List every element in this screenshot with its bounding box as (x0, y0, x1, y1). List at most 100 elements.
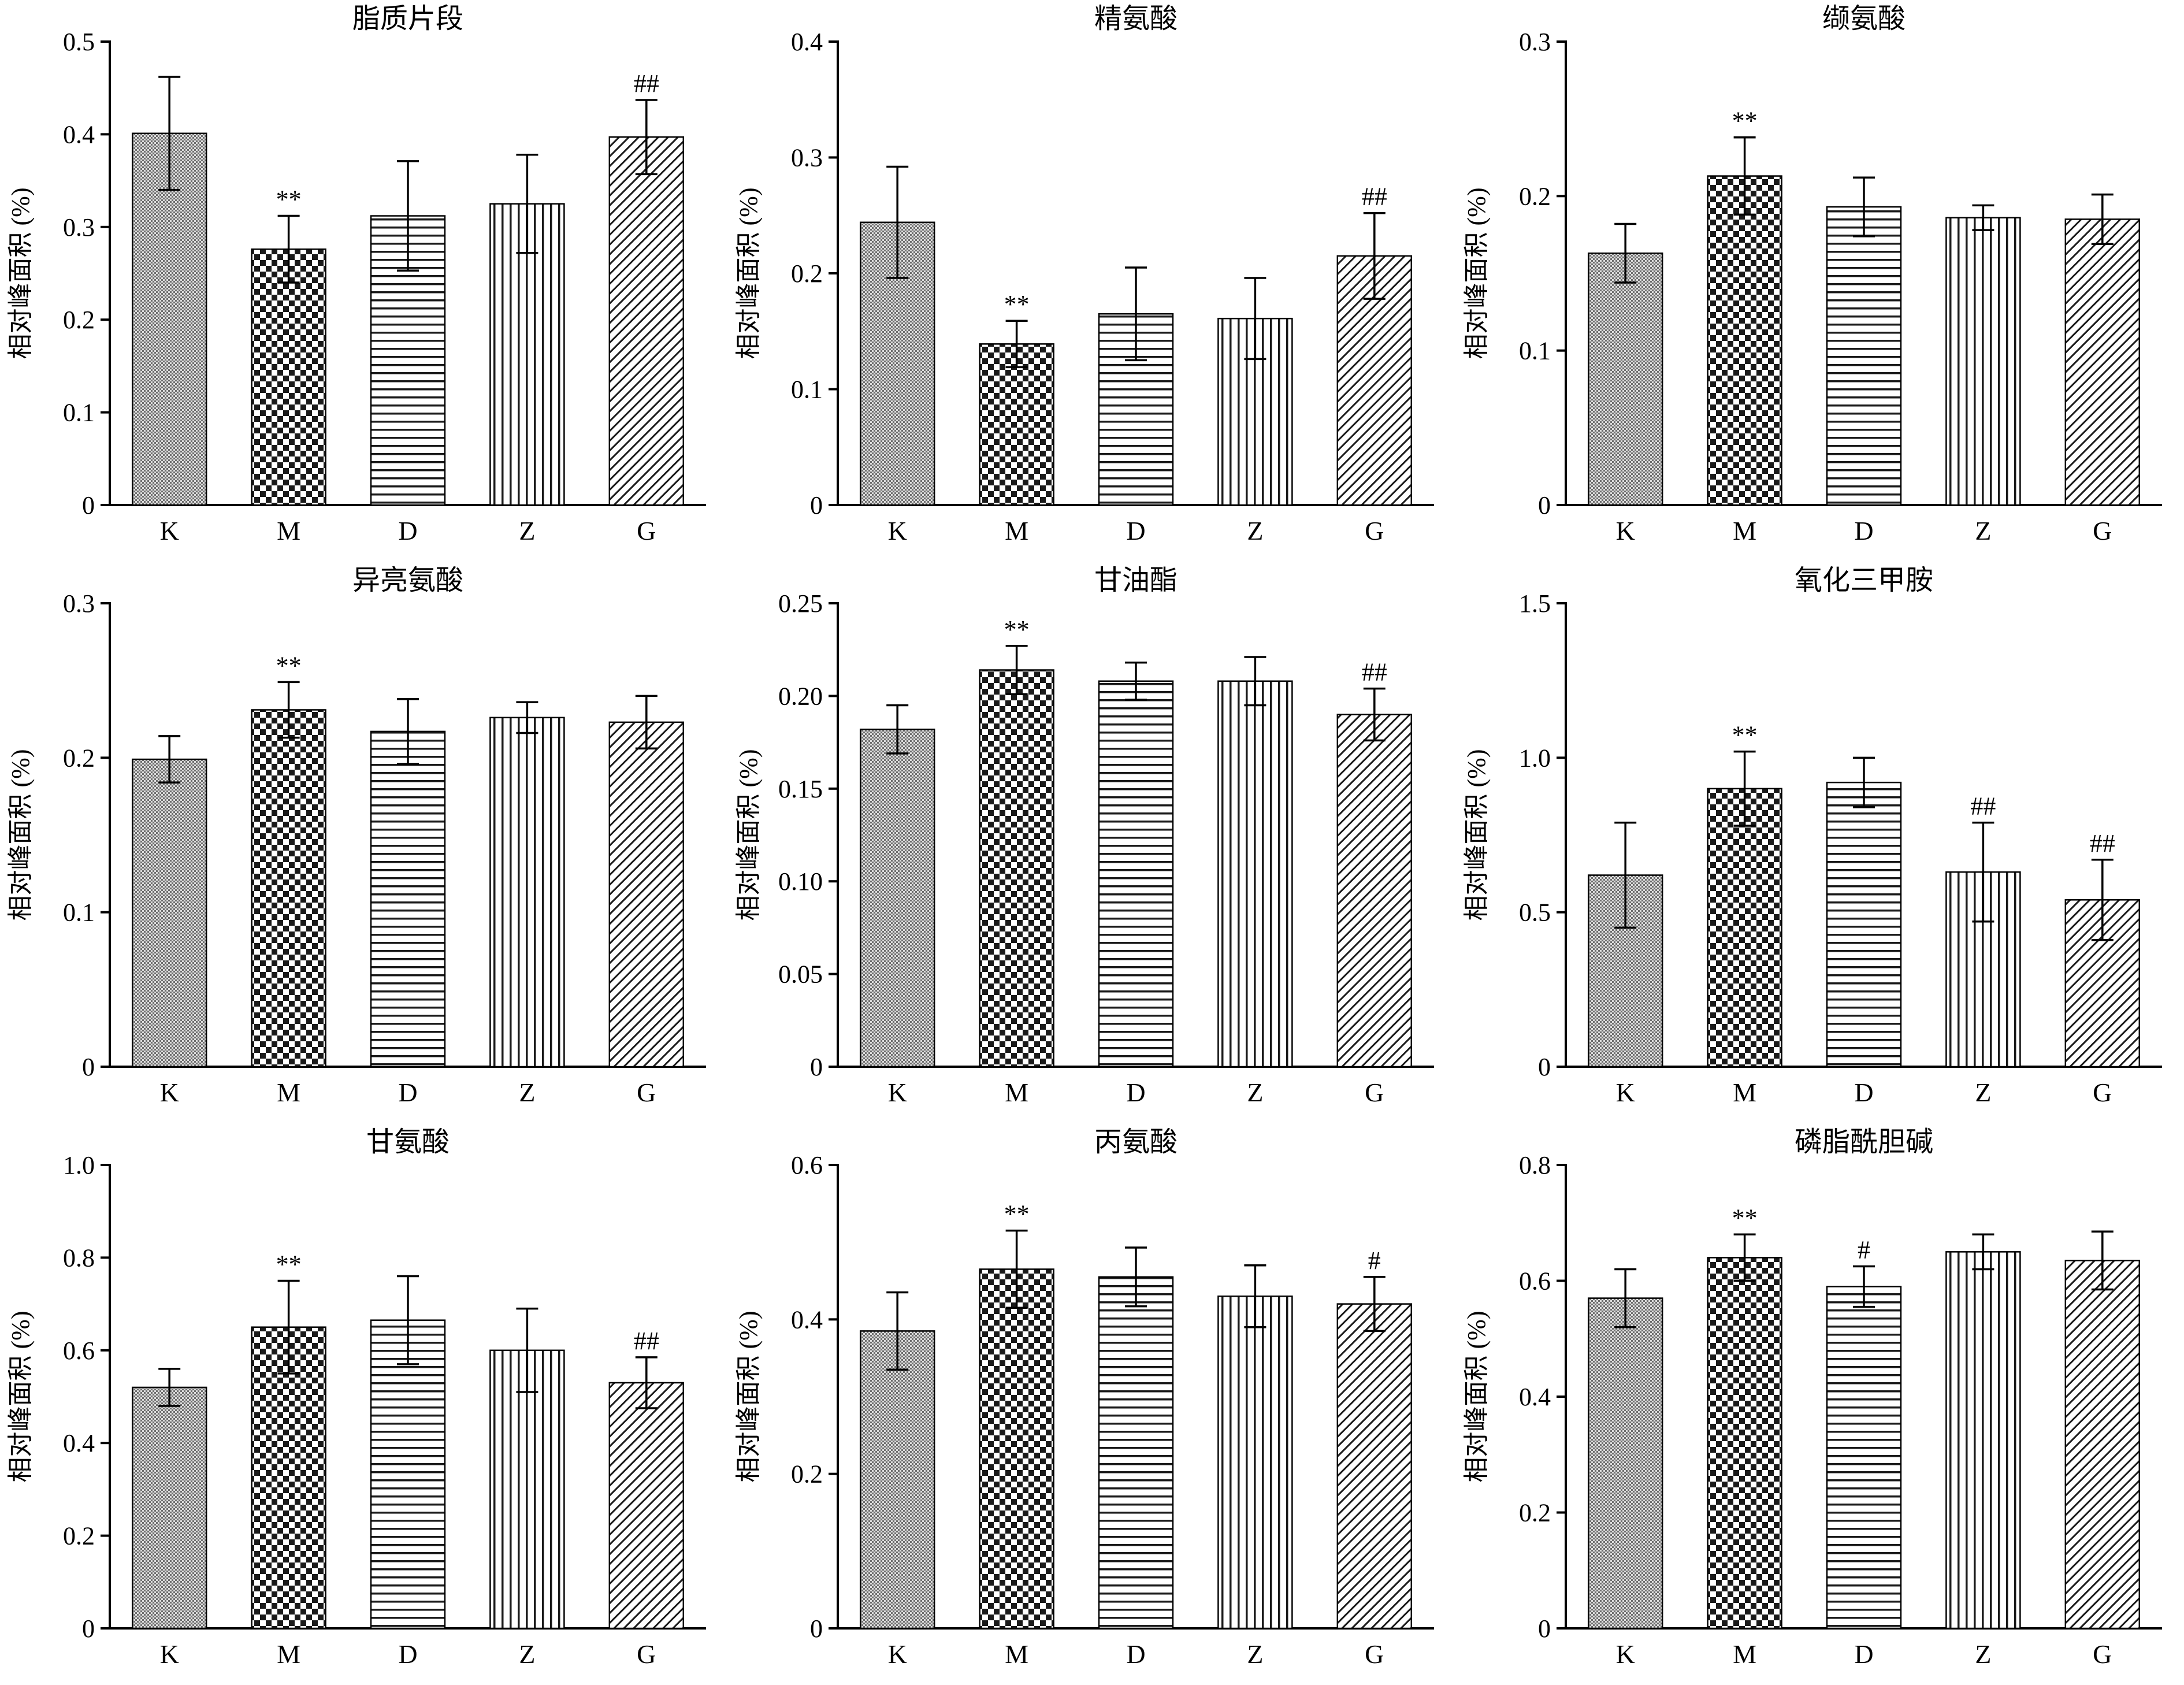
x-tick-label: D (1126, 1639, 1145, 1669)
y-tick-label: 0.2 (63, 306, 95, 334)
y-tick-label: 0.4 (63, 1429, 95, 1457)
significance-marker: ** (1004, 615, 1030, 644)
x-tick-label: D (1854, 1639, 1873, 1669)
y-tick-label: 0.15 (778, 775, 823, 803)
y-tick-label: 0.8 (63, 1244, 95, 1272)
significance-marker: ## (634, 1327, 659, 1355)
x-tick-label: M (277, 1639, 300, 1669)
bar (1945, 217, 2021, 506)
y-tick-label: 0.3 (1519, 28, 1551, 56)
x-tick-label: Z (519, 1078, 535, 1107)
significance-marker: ** (276, 1250, 302, 1279)
y-tick-label: 0.20 (778, 682, 823, 710)
bar (1336, 1303, 1413, 1630)
significance-marker: ** (1732, 107, 1758, 135)
y-tick-label: 0 (1538, 491, 1551, 519)
y-tick-label: 0.25 (778, 589, 823, 618)
significance-marker: ** (276, 651, 302, 680)
y-tick-label: 0.2 (63, 744, 95, 772)
bar (1707, 788, 1782, 1068)
y-tick-label: 0.2 (791, 259, 823, 288)
bar (251, 1326, 326, 1630)
y-tick-label: 0.1 (63, 399, 95, 427)
y-tick-label: 0.3 (63, 589, 95, 618)
bar (131, 132, 207, 506)
x-tick-label: M (277, 516, 300, 545)
x-tick-label: G (1365, 1639, 1384, 1669)
bar (608, 136, 685, 506)
y-tick-label: 0.6 (791, 1151, 823, 1179)
y-tick-label: 0.2 (63, 1522, 95, 1550)
bar (370, 730, 446, 1068)
x-tick-label: M (1005, 516, 1028, 545)
x-tick-label: M (1733, 1078, 1756, 1107)
chart-title: 缬氨酸 (1822, 3, 1906, 34)
x-tick-label: D (398, 1639, 417, 1669)
x-tick-label: G (1365, 516, 1384, 545)
x-tick-label: G (637, 516, 656, 545)
y-axis-label: 相对峰面积 (%) (1462, 188, 1491, 359)
x-tick-label: Z (1247, 1078, 1263, 1107)
significance-marker: ## (1970, 792, 1996, 821)
bar (1707, 1257, 1782, 1630)
x-tick-label: M (277, 1078, 300, 1107)
y-tick-label: 0 (82, 1615, 95, 1643)
y-axis-label: 相对峰面积 (%) (734, 188, 763, 359)
bar (979, 343, 1054, 506)
significance-marker: ** (1004, 1200, 1030, 1229)
y-tick-label: 0.1 (791, 376, 823, 404)
chart-title: 异亮氨酸 (352, 565, 463, 596)
x-tick-label: M (1733, 1639, 1756, 1669)
y-axis-label: 相对峰面积 (%) (6, 749, 35, 921)
x-tick-label: G (1365, 1078, 1384, 1107)
y-axis-label: 相对峰面积 (%) (734, 749, 763, 921)
significance-marker: ** (1732, 1204, 1758, 1232)
bar (131, 758, 207, 1068)
bar (1336, 714, 1413, 1068)
bar (608, 721, 685, 1068)
x-tick-label: Z (519, 1639, 535, 1669)
chart-title: 甘氨酸 (366, 1127, 450, 1157)
y-tick-label: 0 (1538, 1615, 1551, 1643)
bar (2064, 218, 2141, 506)
chart-title: 丙氨酸 (1094, 1127, 1178, 1157)
x-tick-label: D (1854, 516, 1873, 545)
x-tick-label: D (398, 516, 417, 545)
y-tick-label: 0.1 (63, 899, 95, 927)
bar (859, 1330, 935, 1630)
x-tick-label: G (2093, 1078, 2112, 1107)
significance-marker: ## (634, 69, 659, 98)
x-tick-label: Z (1247, 1639, 1263, 1669)
y-tick-label: 0.2 (1519, 182, 1551, 210)
significance-marker: # (1368, 1246, 1381, 1275)
y-tick-label: 0.4 (791, 1305, 823, 1334)
y-tick-label: 1.0 (1519, 744, 1551, 772)
y-tick-label: 0.1 (1519, 337, 1551, 365)
y-tick-label: 0 (810, 1615, 823, 1643)
x-tick-label: G (2093, 516, 2112, 545)
x-tick-label: G (637, 1078, 656, 1107)
x-tick-label: D (398, 1078, 417, 1107)
bar (1826, 206, 1902, 506)
x-tick-label: Z (1975, 1078, 1991, 1107)
x-tick-label: K (160, 1078, 179, 1107)
y-tick-label: 0 (810, 491, 823, 519)
y-tick-label: 0.3 (791, 144, 823, 172)
x-tick-label: K (888, 1078, 907, 1107)
x-tick-label: Z (1975, 1639, 1991, 1669)
chart-title: 磷脂酰胆碱 (1795, 1127, 1933, 1157)
bar (2064, 1260, 2141, 1630)
bar (979, 669, 1054, 1068)
y-tick-label: 0.2 (791, 1460, 823, 1489)
bar (251, 709, 326, 1068)
bar (608, 1382, 685, 1630)
x-tick-label: K (888, 516, 907, 545)
x-tick-label: K (160, 516, 179, 545)
bar (1217, 1295, 1293, 1630)
significance-marker: ## (1362, 183, 1387, 211)
bar (489, 1349, 565, 1630)
